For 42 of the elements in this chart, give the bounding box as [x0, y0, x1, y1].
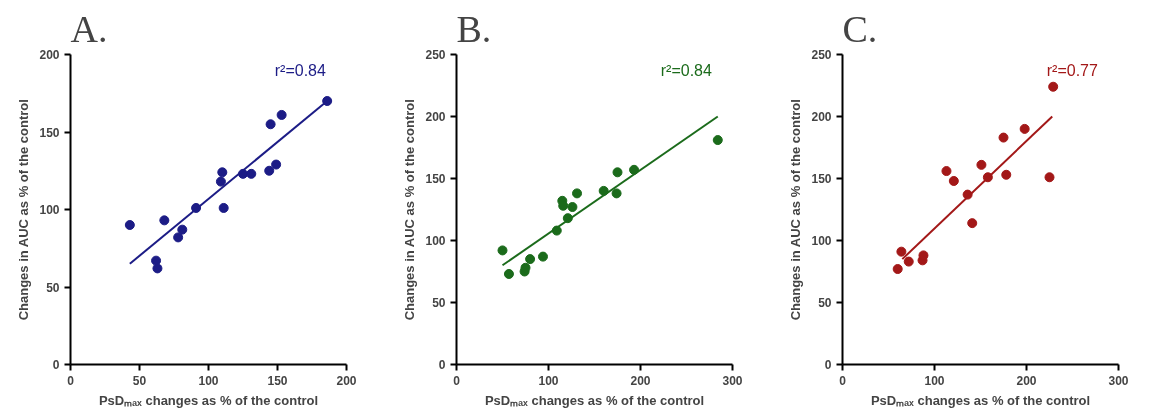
x-tick-label: 0	[67, 373, 75, 388]
y-tick-label: 250	[811, 48, 832, 62]
y-tick-label: 200	[425, 110, 446, 124]
y-tick-label: 0	[52, 358, 60, 372]
x-tick-label: 300	[1108, 373, 1129, 388]
y-tick-label: 50	[46, 280, 60, 295]
y-tick-label: 100	[39, 203, 60, 217]
annotation: r²=0.84	[274, 62, 326, 80]
x-tick-label: 100	[538, 373, 559, 388]
y-tick-label: 150	[811, 172, 832, 186]
x-tick-label: 100	[198, 373, 219, 388]
annotation: r²=0.77	[1046, 62, 1098, 80]
x-tick-label: 100	[924, 373, 945, 388]
y-tick-label: 150	[425, 172, 446, 186]
x-axis-title: PsDₘₐₓ changes as % of the control	[870, 392, 1091, 408]
x-tick-label: 0	[453, 373, 461, 388]
y-axis-title: Changes in AUC as % of the control	[402, 99, 418, 321]
y-tick-label: 100	[811, 234, 832, 248]
x-tick-label: 200	[630, 373, 651, 388]
x-tick-label: 150	[267, 373, 288, 388]
x-axis-title: PsDₘₐₓ changes as % of the control	[484, 392, 705, 408]
y-tick-label: 200	[39, 48, 60, 62]
y-tick-label: 100	[425, 234, 446, 248]
y-tick-label: 0	[824, 358, 832, 372]
x-tick-label: 200	[1016, 373, 1037, 388]
annotation: r²=0.84	[660, 62, 712, 80]
chart-title: C.	[842, 7, 878, 50]
y-tick-label: 200	[811, 110, 832, 124]
y-tick-label: 250	[425, 48, 446, 62]
x-tick-label: 0	[839, 373, 847, 388]
x-axis-title: PsDₘₐₓ changes as % of the control	[98, 392, 319, 408]
chart-title: A.	[70, 7, 108, 50]
x-tick-label: 50	[132, 373, 147, 388]
chart-title: B.	[456, 7, 492, 50]
y-tick-label: 50	[818, 296, 832, 310]
x-tick-label: 300	[722, 373, 743, 388]
x-tick-label: 200	[336, 373, 357, 388]
y-tick-label: 150	[39, 125, 60, 140]
y-tick-label: 50	[432, 296, 446, 310]
y-tick-label: 0	[438, 358, 446, 372]
y-axis-title: Changes in AUC as % of the control	[788, 99, 804, 321]
y-axis-title: Changes in AUC as % of the control	[16, 99, 32, 321]
